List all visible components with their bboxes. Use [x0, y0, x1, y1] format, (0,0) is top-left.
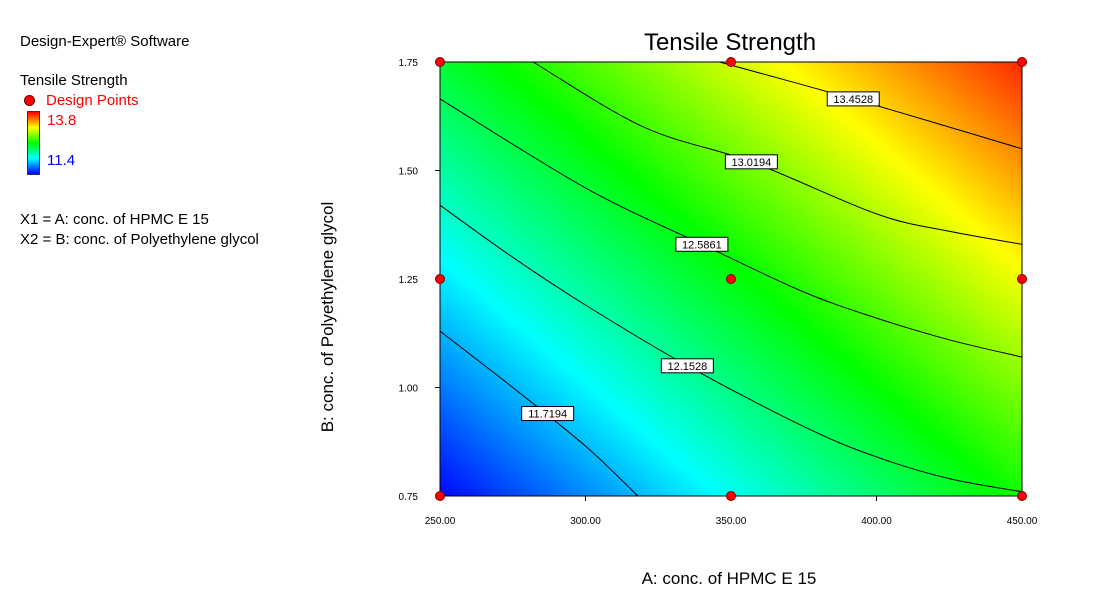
x-axis-label: A: conc. of HPMC E 15 — [641, 569, 817, 588]
factor-x1: X1 = A: conc. of HPMC E 15 — [20, 211, 209, 228]
response-name: Tensile Strength — [20, 72, 128, 89]
x-tick-label: 350.00 — [716, 516, 747, 527]
contour-line — [532, 61, 1023, 245]
x-tick-label: 250.00 — [425, 516, 456, 527]
y-tick-label: 1.50 — [399, 167, 419, 178]
contour-label-box — [660, 358, 714, 374]
contour-label: 13.0194 — [731, 157, 771, 169]
contour-label-box — [675, 236, 729, 252]
factor-x2: X2 = B: conc. of Polyethylene glycol — [20, 231, 259, 248]
contour-line — [719, 61, 1023, 150]
contour-label-box — [521, 406, 575, 422]
y-tick-label: 0.75 — [399, 492, 419, 503]
contour-line — [439, 204, 1023, 493]
color-scale-low: 11.4 — [47, 152, 76, 169]
contour-label: 13.4528 — [833, 94, 873, 106]
contour-label: 12.5861 — [682, 239, 722, 251]
chart-title: Tensile Strength — [643, 29, 817, 56]
x-tick-label: 300.00 — [570, 516, 601, 527]
y-tick-label: 1.75 — [399, 58, 419, 69]
design-point-marker-icon — [24, 95, 35, 106]
y-tick-label: 1.25 — [399, 275, 419, 286]
design-point — [726, 491, 736, 501]
x-tick-label: 400.00 — [861, 516, 892, 527]
design-point — [435, 274, 445, 284]
color-scale-high: 13.8 — [47, 112, 77, 129]
contour-label-box — [826, 91, 880, 107]
contour-label-box — [724, 154, 778, 170]
contour-label: 12.1528 — [667, 361, 707, 373]
contour-line — [439, 98, 1023, 358]
design-point — [1017, 57, 1027, 67]
design-point — [1017, 491, 1027, 501]
design-points-label: Design Points — [46, 92, 139, 109]
design-point — [726, 57, 736, 67]
y-tick-label: 1.00 — [399, 384, 419, 395]
design-point — [726, 274, 736, 284]
x-tick-label: 450.00 — [1007, 516, 1038, 527]
contour-label: 11.7194 — [528, 409, 567, 421]
software-name: Design-Expert® Software — [20, 33, 190, 50]
design-point — [435, 57, 445, 67]
design-point — [435, 491, 445, 501]
design-point — [1017, 274, 1027, 284]
legend-panel: Design-Expert® Software Tensile Strength… — [0, 0, 330, 300]
color-scale-bar — [27, 111, 40, 175]
